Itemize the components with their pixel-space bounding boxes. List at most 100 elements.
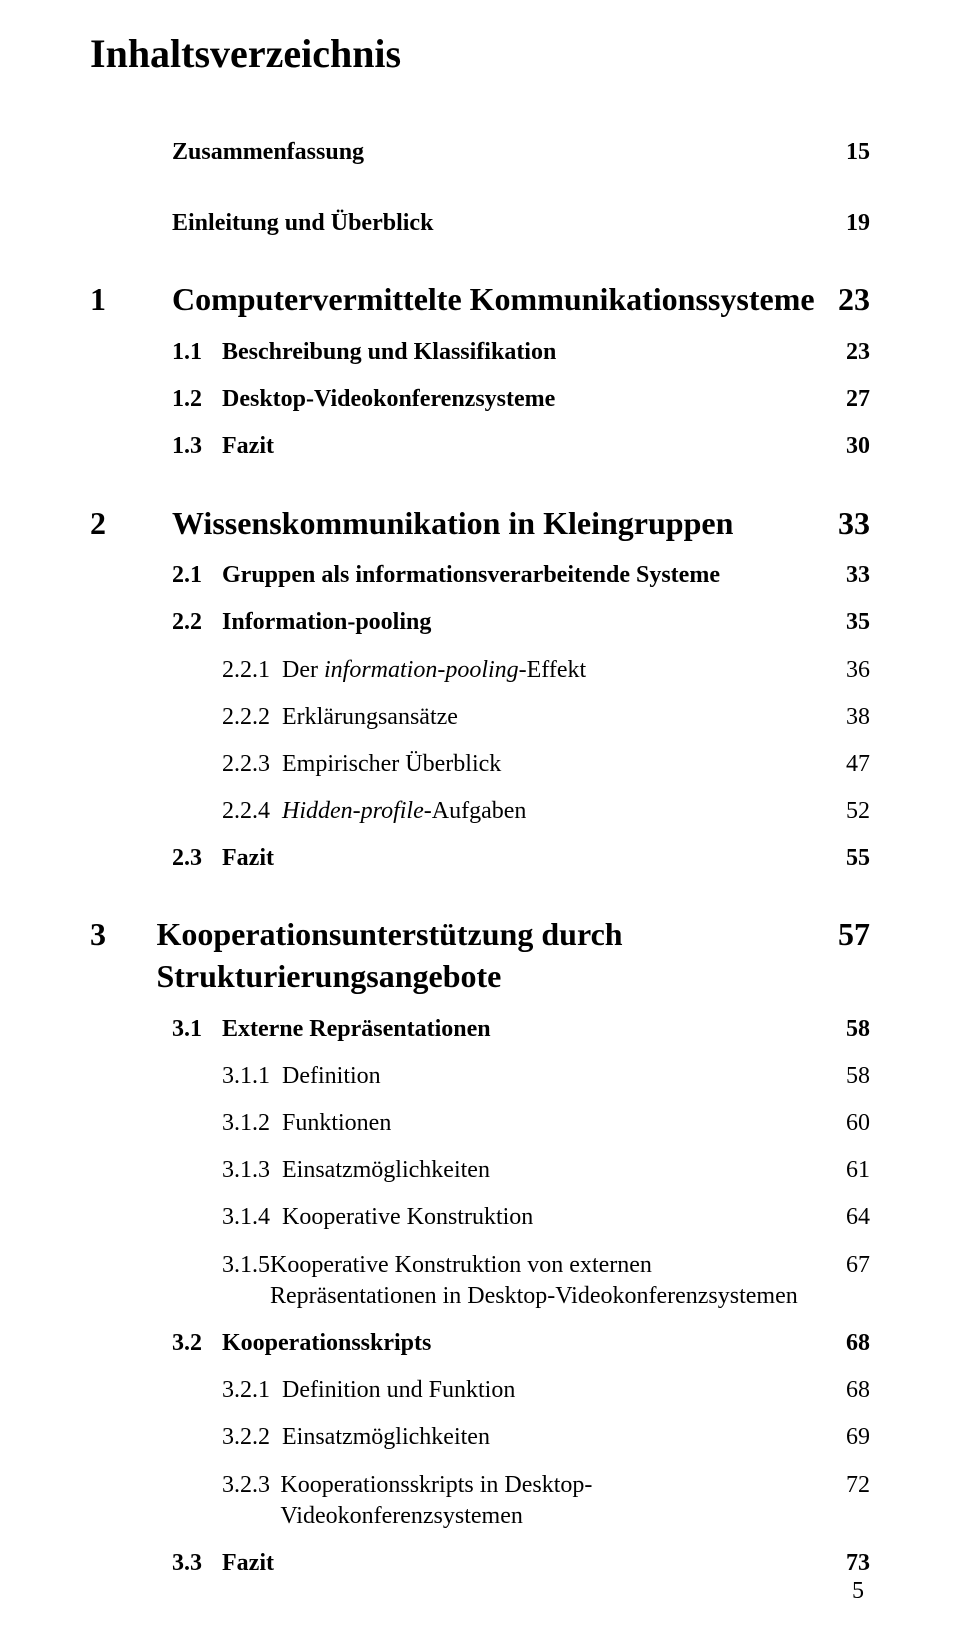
toc-row-left: 3.3Fazit xyxy=(172,1548,830,1579)
toc-entry-page: 15 xyxy=(830,137,870,168)
toc-entry-number: 1 xyxy=(90,279,172,321)
toc-row-left: 1.1Beschreibung und Klassifikation xyxy=(172,337,830,368)
toc-entry-label: Definition xyxy=(282,1061,391,1092)
toc-row-left: Einleitung und Überblick xyxy=(172,208,830,239)
toc-row: 2Wissenskommunikation in Kleingruppen33 xyxy=(90,503,870,545)
toc-entry-label: Wissenskommunikation in Kleingruppen xyxy=(172,503,743,545)
toc-entry-page: 57 xyxy=(830,914,870,956)
toc-row-left: 3.2.2Einsatzmöglichkeiten xyxy=(222,1422,830,1453)
toc-row-left: 2.2.4Hidden-profile-Aufgaben xyxy=(222,796,830,827)
toc-row: 1.1Beschreibung und Klassifikation23 xyxy=(172,337,870,368)
toc-entry-label: Computervermittelte Kommunikationssystem… xyxy=(172,279,825,321)
toc-entry-label: Kooperative Konstruktion von externen Re… xyxy=(270,1250,830,1312)
toc-entry-number: 1.2 xyxy=(172,384,222,415)
toc-entry-number: 2.2.3 xyxy=(222,749,282,780)
toc-entry-page: 68 xyxy=(830,1375,870,1406)
toc-row-left: 3.1.1Definition xyxy=(222,1061,830,1092)
toc-row: 3.1.3Einsatzmöglichkeiten61 xyxy=(222,1155,870,1186)
toc-row: 3.2Kooperationsskripts68 xyxy=(172,1328,870,1359)
toc-entry-label: Kooperative Konstruktion xyxy=(282,1202,543,1233)
toc-row-left: 2Wissenskommunikation in Kleingruppen xyxy=(90,503,830,545)
toc-entry-number: 3.2.3 xyxy=(222,1470,280,1501)
toc-entry-number: 3.1.5 xyxy=(222,1250,270,1281)
toc-entry-page: 47 xyxy=(830,749,870,780)
toc-row: 2.2.3Empirischer Überblick 47 xyxy=(222,749,870,780)
toc-row: 1Computervermittelte Kommunikationssyste… xyxy=(90,279,870,321)
toc-row: 2.3Fazit 55 xyxy=(172,843,870,874)
toc-row: 1.2Desktop-Videokonferenzsysteme27 xyxy=(172,384,870,415)
toc-entry-label: Empirischer Überblick xyxy=(282,749,511,780)
page-title: Inhaltsverzeichnis xyxy=(90,30,870,77)
toc-entry-page: 52 xyxy=(830,796,870,827)
toc-row-left: 3.2Kooperationsskripts xyxy=(172,1328,830,1359)
toc-row-left: 3.1.2Funktionen xyxy=(222,1108,830,1139)
toc-entry-page: 69 xyxy=(830,1422,870,1453)
toc-entry-label: Erklärungsansätze xyxy=(282,702,468,733)
toc-entry-label: Definition und Funktion xyxy=(282,1375,525,1406)
toc-entry-page: 36 xyxy=(830,655,870,686)
toc-entry-label: Gruppen als informationsverarbeitende Sy… xyxy=(222,560,730,591)
toc-entry-page: 38 xyxy=(830,702,870,733)
toc-entry-number: 1.3 xyxy=(172,431,222,462)
toc-row-left: 3.1.5Kooperative Konstruktion von extern… xyxy=(222,1250,830,1312)
toc-row: 3Kooperationsunterstützung durch Struktu… xyxy=(90,914,870,997)
toc-entry-label: Einsatzmöglichkeiten xyxy=(282,1155,500,1186)
document-page: Inhaltsverzeichnis Zusammenfassung15Einl… xyxy=(0,0,960,1635)
toc-entry-page: 27 xyxy=(830,384,870,415)
toc-entry-page: 33 xyxy=(830,560,870,591)
toc-row-left: 3Kooperationsunterstützung durch Struktu… xyxy=(90,914,830,997)
toc-row: Einleitung und Überblick 19 xyxy=(172,208,870,239)
toc-row-left: 3.1.4Kooperative Konstruktion xyxy=(222,1202,830,1233)
toc-row-left: 2.2.1Der information-pooling-Effekt xyxy=(222,655,830,686)
toc-entry-label: Externe Repräsentationen xyxy=(222,1014,501,1045)
toc-entry-number: 3.1.3 xyxy=(222,1155,282,1186)
toc-row: 3.1.5Kooperative Konstruktion von extern… xyxy=(222,1250,870,1312)
toc-entry-page: 58 xyxy=(830,1061,870,1092)
toc-row-left: 2.1Gruppen als informationsverarbeitende… xyxy=(172,560,830,591)
toc-entry-label: Fazit xyxy=(222,1548,284,1579)
toc-row: 3.2.1Definition und Funktion68 xyxy=(222,1375,870,1406)
toc-row-left: Zusammenfassung xyxy=(172,137,830,168)
toc-entry-page: 19 xyxy=(830,208,870,239)
toc-row: 3.1.2Funktionen60 xyxy=(222,1108,870,1139)
toc-entry-number: 3.1.1 xyxy=(222,1061,282,1092)
toc-entry-page: 30 xyxy=(830,431,870,462)
toc-entry-number: 2 xyxy=(90,503,172,545)
toc-entry-page: 73 xyxy=(830,1548,870,1579)
toc-row: 3.3Fazit73 xyxy=(172,1548,870,1579)
toc-entry-page: 58 xyxy=(830,1014,870,1045)
toc-row: 3.1Externe Repräsentationen58 xyxy=(172,1014,870,1045)
toc-entry-number: 2.3 xyxy=(172,843,222,874)
toc-row-left: 3.1.3Einsatzmöglichkeiten xyxy=(222,1155,830,1186)
toc-entry-page: 23 xyxy=(830,337,870,368)
toc-entry-label: Kooperationsskripts xyxy=(222,1328,441,1359)
toc-entry-label: Fazit xyxy=(222,843,284,874)
toc-entry-number: 3.1.2 xyxy=(222,1108,282,1139)
toc-row: 2.2.4Hidden-profile-Aufgaben52 xyxy=(222,796,870,827)
toc-row: 3.2.2Einsatzmöglichkeiten69 xyxy=(222,1422,870,1453)
toc-row: 2.2.2Erklärungsansätze38 xyxy=(222,702,870,733)
toc-entry-label: Fazit xyxy=(222,431,284,462)
toc-entry-label: Einleitung und Überblick xyxy=(172,208,443,239)
toc-entry-label: Der information-pooling-Effekt xyxy=(282,655,596,686)
toc-row-left: 2.2Information-pooling xyxy=(172,607,830,638)
toc-entry-page: 23 xyxy=(830,279,870,321)
toc-entry-number: 3.2 xyxy=(172,1328,222,1359)
toc-entry-page: 67 xyxy=(830,1250,870,1281)
toc-entry-label: Einsatzmöglichkeiten xyxy=(282,1422,500,1453)
toc-row: 3.2.3Kooperationsskripts in Desktop-Vide… xyxy=(222,1470,870,1532)
page-number: 5 xyxy=(852,1578,864,1605)
toc-entry-page: 55 xyxy=(830,843,870,874)
toc-entry-number: 2.2.2 xyxy=(222,702,282,733)
toc-row: 3.1.4Kooperative Konstruktion64 xyxy=(222,1202,870,1233)
toc-entry-number: 3.3 xyxy=(172,1548,222,1579)
toc-row: 2.1Gruppen als informationsverarbeitende… xyxy=(172,560,870,591)
toc-entry-label: Hidden-profile-Aufgaben xyxy=(282,796,536,827)
toc-entry-number: 2.2.1 xyxy=(222,655,282,686)
toc-entry-label: Funktionen xyxy=(282,1108,401,1139)
toc-row: 2.2Information-pooling35 xyxy=(172,607,870,638)
toc-row-left: 2.2.2Erklärungsansätze xyxy=(222,702,830,733)
toc-entry-page: 60 xyxy=(830,1108,870,1139)
toc-entry-number: 3.1.4 xyxy=(222,1202,282,1233)
toc-row-left: 3.1Externe Repräsentationen xyxy=(172,1014,830,1045)
